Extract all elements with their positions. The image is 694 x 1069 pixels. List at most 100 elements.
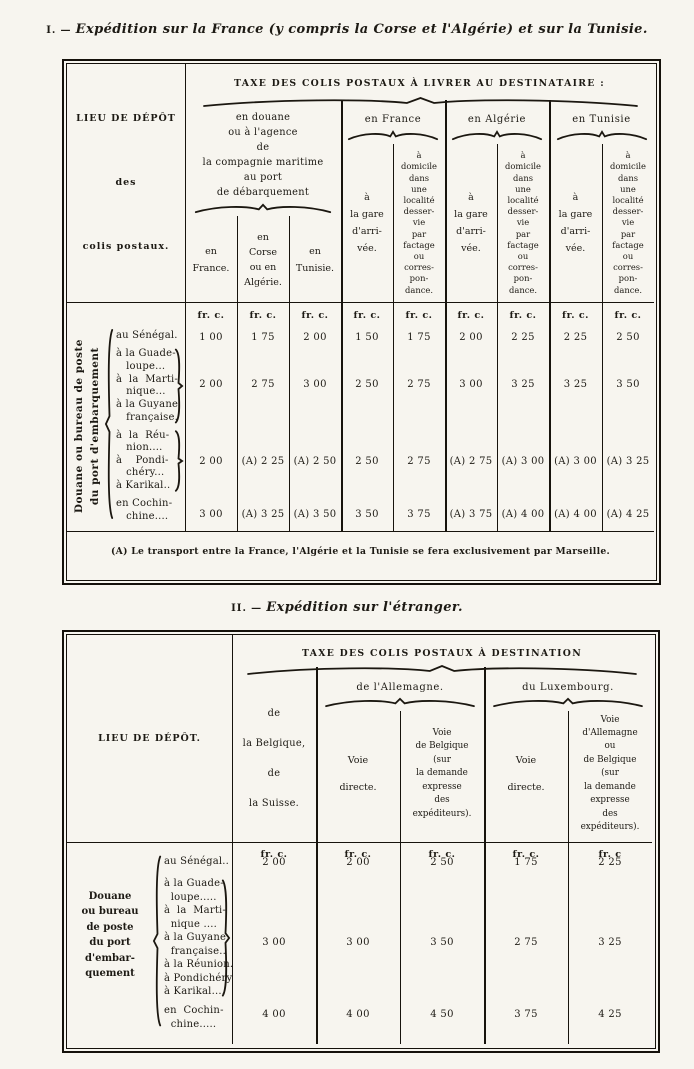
table1-subheader-gare-france: à la gare d'arri- vée. xyxy=(350,192,384,254)
taxe-value: 2 75 xyxy=(514,937,538,948)
section1-title-text: Expédition sur la France (y compris la C… xyxy=(75,22,648,37)
section2-dash: — xyxy=(251,603,263,614)
table1-group-douane-label: en douane ou à l'agence de la compagnie … xyxy=(202,112,324,198)
taxe-value: 3 00 xyxy=(262,937,286,948)
taxe-value: (A) 2 75 xyxy=(449,455,493,467)
taxe-value: 3 50 xyxy=(616,378,640,390)
taxe-value: 2 25 xyxy=(563,331,588,343)
taxe-value: 2 75 xyxy=(407,455,431,467)
table1-main-brace xyxy=(195,96,646,108)
table1-unit: fr. c. xyxy=(457,309,485,321)
table1-frame: LIEU DE DÉPÔT des colis postaux. TAXE DE… xyxy=(62,59,661,585)
table1-rule-col xyxy=(497,144,499,531)
table1-main-header: TAXE DES COLIS POSTAUX À LIVRER AU DESTI… xyxy=(234,77,605,89)
taxe-value: 3 00 xyxy=(459,378,483,390)
taxe-value: 2 00 xyxy=(303,331,327,343)
taxe-value: 3 25 xyxy=(598,937,622,948)
table2-allemagne-brace xyxy=(323,697,477,708)
table1-unit: fr. c. xyxy=(614,309,642,321)
taxe-value: 2 00 xyxy=(262,857,286,868)
taxe-value: 2 25 xyxy=(511,331,535,343)
table1-destination-group-3: à la Réu- nion.... à Pondi- chéry... à K… xyxy=(116,430,171,491)
table2-rule-group xyxy=(316,667,319,1044)
taxe-value: 3 50 xyxy=(355,508,379,520)
table2-unit: fr. c. xyxy=(428,848,456,860)
table1-rule-col xyxy=(237,216,239,531)
table2-destinations-brace xyxy=(153,853,162,1029)
taxe-value: (A) 3 00 xyxy=(501,455,545,467)
section1-title: I. — Expédition sur la France (y compris… xyxy=(0,22,694,37)
taxe-value: (A) 3 50 xyxy=(293,508,337,520)
table1-destination-group-2-brace xyxy=(174,348,183,424)
section2-title: II. — Expédition sur l'étranger. xyxy=(0,600,694,615)
table2-group-allemagne-label: de l'Allemagne. xyxy=(356,681,444,693)
table2-rule-label-col xyxy=(232,635,234,1044)
taxe-value: 2 75 xyxy=(407,378,431,390)
table2-frame: LIEU DE DÉPÔT. TAXE DES COLIS POSTAUX À … xyxy=(62,630,660,1053)
table2-unit: fr. c. xyxy=(344,848,372,860)
table2-destination-group-2: à la Guade- loupe..... à la Marti- nique… xyxy=(164,878,234,997)
taxe-value: 2 25 xyxy=(598,857,622,868)
table2-unit: fr. c. xyxy=(512,848,540,860)
table2-rule-col xyxy=(568,711,570,1044)
taxe-value: 1 75 xyxy=(514,857,538,868)
taxe-value: 1 75 xyxy=(251,331,275,343)
table2-rule-col xyxy=(400,711,402,1044)
table1-rule-group xyxy=(445,100,448,531)
table2-subheader-voie-belgique: Voie de Belgique (sur la demande express… xyxy=(412,728,472,819)
taxe-value: 2 50 xyxy=(355,455,379,467)
table2-destination-group-3: en Cochin- chine..... xyxy=(164,1005,224,1030)
table1-algerie-brace xyxy=(451,130,543,141)
table1-subheader-domicile-france: à domicile dans une localité desser- vie… xyxy=(400,150,438,295)
taxe-value: 3 25 xyxy=(511,378,535,390)
taxe-value: 4 00 xyxy=(262,1009,286,1020)
taxe-value: 2 00 xyxy=(459,331,483,343)
taxe-value: 4 25 xyxy=(598,1009,622,1020)
table1-rule-above-units xyxy=(67,302,654,304)
table1-france-brace xyxy=(347,130,439,141)
taxe-value: (A) 3 00 xyxy=(554,455,597,467)
table1-rule-group xyxy=(549,100,552,531)
table2-side-label: Douane ou bureau de poste du port d'emba… xyxy=(81,890,139,980)
taxe-value: 3 25 xyxy=(563,378,588,390)
taxe-value: 1 00 xyxy=(199,331,223,343)
table1-unit: fr. c. xyxy=(562,309,589,321)
taxe-value: (A) 3 25 xyxy=(606,455,650,467)
table1-unit: fr. c. xyxy=(301,309,329,321)
taxe-value: 2 00 xyxy=(199,455,223,467)
table1-subheader-en-corse: en Corse ou en Algérie. xyxy=(244,231,282,288)
taxe-value: (A) 4 25 xyxy=(606,508,650,520)
taxe-value: 1 75 xyxy=(407,331,431,343)
table2-destination-group-1: au Sénégal.. xyxy=(164,856,230,867)
table1-douane-brace xyxy=(193,203,333,214)
table1-destination-group-2: à la Guade- loupe... à la Marti- nique..… xyxy=(116,348,179,423)
taxe-value: 4 50 xyxy=(430,1009,454,1020)
table1-corner-header: LIEU DE DÉPÔT des colis postaux. xyxy=(76,113,176,252)
taxe-value: (A) 4 00 xyxy=(554,508,597,520)
taxe-value: (A) 2 50 xyxy=(293,455,337,467)
table1-footnote: (A) Le transport entre la France, l'Algé… xyxy=(111,545,610,557)
table1-group-tunisie-label: en Tunisie xyxy=(572,113,631,125)
taxe-value: (A) 3 75 xyxy=(449,508,493,520)
section2-title-text: Expédition sur l'étranger. xyxy=(266,600,463,615)
table2-corner-header: LIEU DE DÉPÔT. xyxy=(98,733,201,744)
table1-unit: fr. c. xyxy=(509,309,537,321)
table2-group-luxembourg-label: du Luxembourg. xyxy=(522,681,614,693)
taxe-value: 4 00 xyxy=(346,1009,370,1020)
taxe-value: 3 50 xyxy=(430,937,454,948)
section1-dash: — xyxy=(60,25,72,36)
taxe-value: 2 50 xyxy=(430,857,454,868)
taxe-value: 2 00 xyxy=(199,378,223,390)
table1-subheader-domicile-algerie: à domicile dans une localité desser- vie… xyxy=(504,150,542,295)
taxe-value: 2 50 xyxy=(355,378,379,390)
table2-unit: fr. c xyxy=(598,848,622,860)
taxe-value: (A) 3 25 xyxy=(241,508,285,520)
table1-unit: fr. c. xyxy=(249,309,277,321)
table1-rule-col xyxy=(289,216,291,531)
taxe-value: (A) 4 00 xyxy=(501,508,545,520)
taxe-value: 2 75 xyxy=(251,378,275,390)
table2-col-belgique-header: de la Belgique, de la Suisse. xyxy=(242,708,306,809)
table2-rule-above-units xyxy=(67,842,652,844)
taxe-value: 3 00 xyxy=(346,937,370,948)
